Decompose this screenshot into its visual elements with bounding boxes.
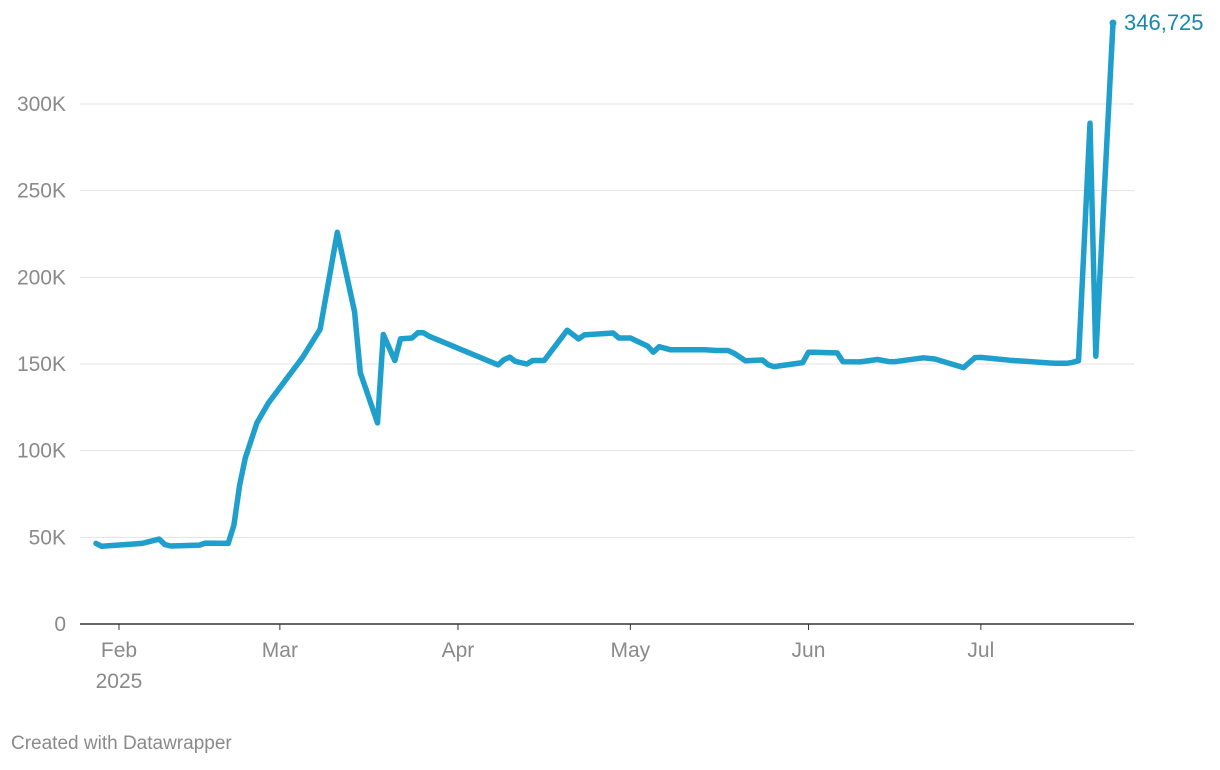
credit-text: Created with Datawrapper — [11, 733, 232, 754]
x-axis-ticks: Feb 2025 Mar Apr May Jun Jul — [96, 624, 994, 693]
gridlines — [80, 103, 1134, 625]
y-tick-label: 0 — [54, 613, 66, 636]
x-tick-label: Jul — [967, 639, 994, 662]
end-point-marker — [1109, 19, 1117, 27]
y-tick-label: 100K — [17, 440, 66, 463]
x-tick-year-label: 2025 — [96, 670, 143, 693]
y-tick-label: 300K — [17, 93, 66, 116]
x-tick-label: Apr — [442, 639, 475, 662]
x-tick-label: Mar — [262, 639, 298, 662]
x-tick-label: Feb — [101, 639, 137, 662]
end-value-label: 346,725 — [1124, 10, 1204, 35]
x-tick-label: Jun — [792, 639, 826, 662]
series-line — [93, 20, 1116, 550]
x-tick-label: May — [611, 639, 651, 662]
y-tick-label: 150K — [17, 353, 66, 376]
y-tick-label: 200K — [17, 266, 66, 289]
y-tick-label: 250K — [17, 180, 66, 203]
y-tick-label: 50K — [29, 526, 66, 549]
y-axis-tick-labels: 0 50K 100K 150K 200K 250K 300K — [17, 93, 66, 636]
